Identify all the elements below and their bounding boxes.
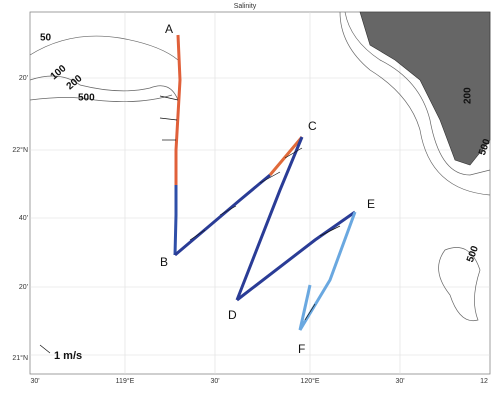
station-label: B — [160, 255, 168, 269]
station-label: A — [165, 22, 173, 36]
x-tick-label: 30' — [30, 378, 39, 385]
contours — [29, 11, 491, 322]
x-tick-label: 120°E — [300, 377, 319, 385]
x-tick-label: 12 — [480, 378, 488, 385]
contour-label: 500 — [78, 93, 95, 104]
y-tick-label: 21°N — [12, 354, 28, 362]
contour-label: 50 — [40, 33, 52, 44]
x-tick-label: 30' — [395, 378, 404, 385]
x-tick-label: 30' — [210, 378, 219, 385]
graticule — [30, 12, 490, 374]
land — [359, 11, 491, 166]
title: Salinity — [234, 3, 257, 10]
station-label: D — [228, 308, 237, 322]
frame — [29, 11, 491, 375]
x-tick-label: 119°E — [116, 377, 135, 385]
track — [173, 34, 357, 331]
contour-label: 200 — [463, 87, 474, 104]
y-tick-label: 20' — [19, 75, 28, 82]
contour-label: 500 — [477, 137, 492, 157]
y-tick-label: 40' — [19, 215, 28, 222]
scale-label: 1 m/s — [54, 350, 82, 362]
station-label: E — [367, 197, 375, 211]
station-label: F — [298, 342, 305, 356]
station-label: C — [308, 119, 317, 133]
y-tick-label: 22°N — [12, 146, 28, 154]
current-vectors — [39, 95, 341, 354]
y-tick-label: 20' — [19, 284, 28, 291]
